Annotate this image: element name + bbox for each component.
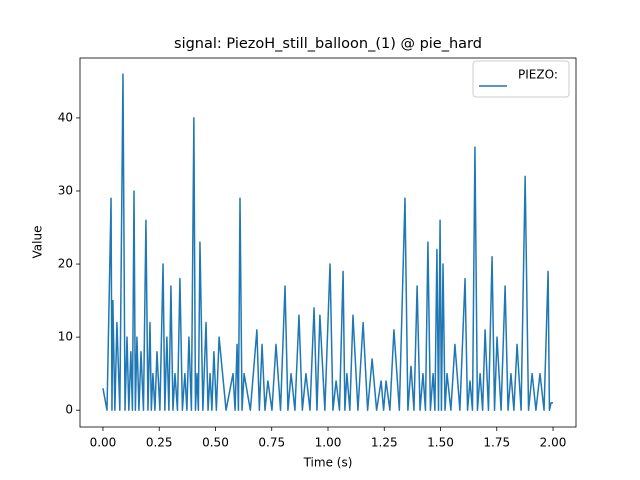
y-tick-label: 0 xyxy=(65,403,73,417)
x-tick-label: 0.75 xyxy=(258,436,285,450)
y-tick-label: 40 xyxy=(58,110,73,124)
y-tick-label: 20 xyxy=(58,257,73,271)
y-tick-label: 30 xyxy=(58,183,73,197)
x-axis-label: Time (s) xyxy=(303,456,353,470)
axes-frame xyxy=(79,57,577,428)
x-tick-label: 1.00 xyxy=(315,436,342,450)
y-axis-label: Value xyxy=(31,226,45,259)
x-tick-label: 1.25 xyxy=(371,436,398,450)
chart-title: signal: PiezoH_still_balloon_(1) @ pie_h… xyxy=(174,36,482,52)
y-tick-label: 10 xyxy=(58,330,73,344)
x-tick-label: 1.75 xyxy=(483,436,510,450)
data-line xyxy=(102,73,554,411)
legend-box xyxy=(472,60,570,98)
x-tick-label: 1.50 xyxy=(427,436,454,450)
legend-label: PIEZO: xyxy=(518,68,558,82)
x-tick-label: 0.50 xyxy=(202,436,229,450)
x-tick-label: 2.00 xyxy=(540,436,567,450)
x-tick-label: 0.00 xyxy=(90,436,117,450)
x-tick-label: 0.25 xyxy=(146,436,173,450)
